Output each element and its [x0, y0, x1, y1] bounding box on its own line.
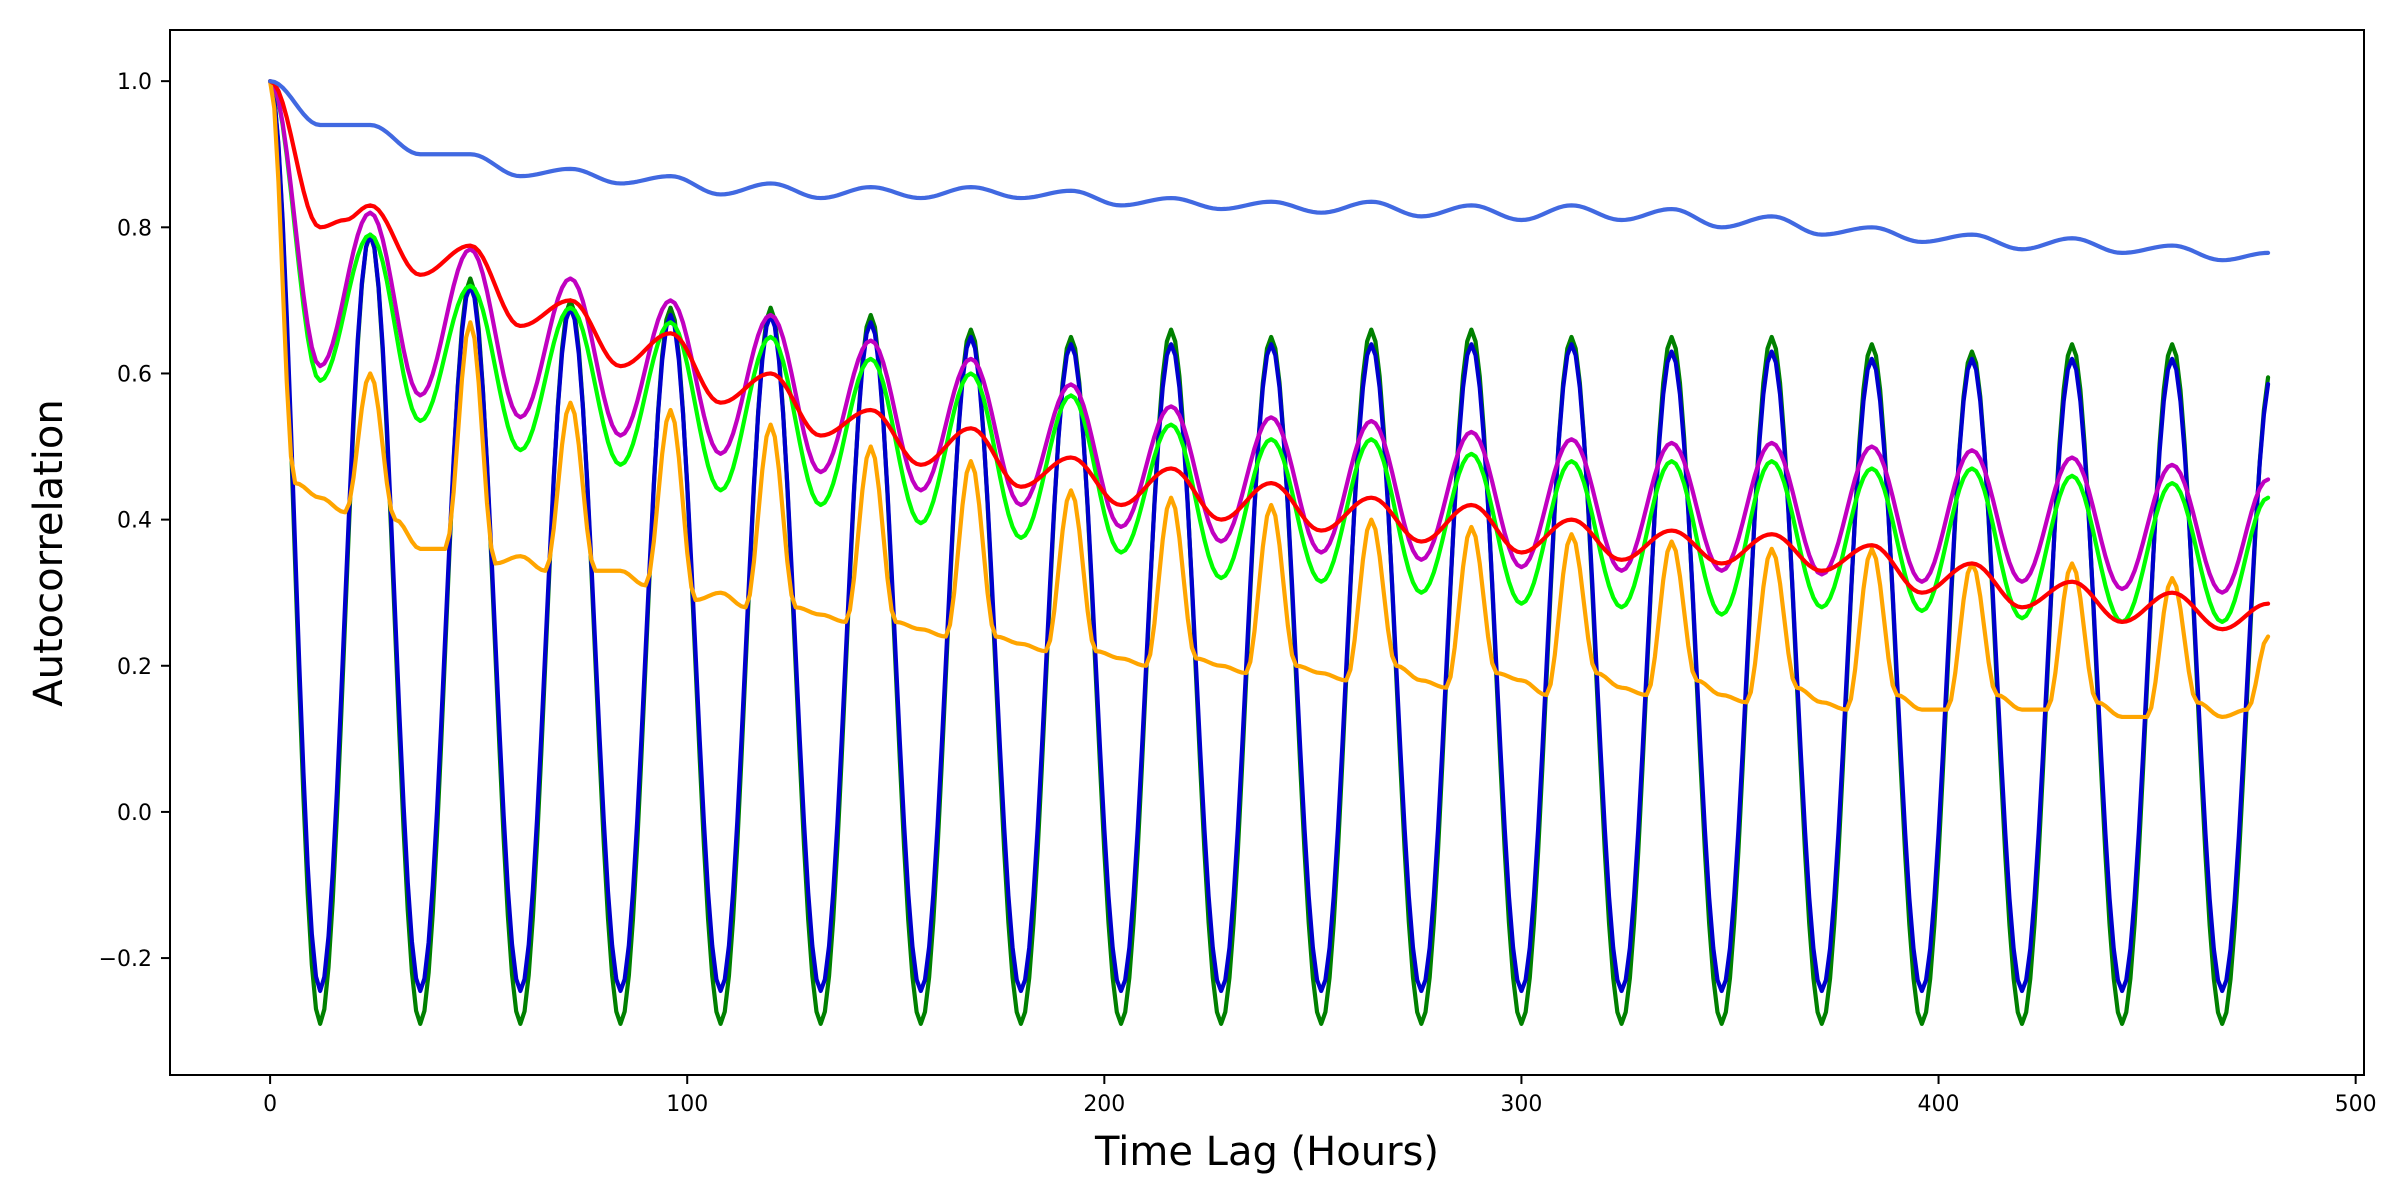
series-magenta: [268, 79, 2271, 595]
y-tick-label: 0.2: [117, 655, 152, 680]
y-tick-label: 1.0: [117, 70, 152, 95]
x-tick-label: 0: [263, 1092, 277, 1117]
series-orange: [268, 79, 2271, 720]
series-red: [268, 79, 2271, 632]
x-tick-label: 400: [1918, 1092, 1960, 1117]
series-layer: [268, 79, 2271, 1026]
y-tick-label: −0.2: [99, 947, 152, 972]
y-axis: −0.2 0.0 0.2 0.4 0.6 0.8 1.0: [99, 70, 170, 972]
series-royalblue: [268, 79, 2271, 263]
plot-frame: [169, 29, 2365, 1076]
y-tick-label: 0.4: [117, 509, 152, 534]
series-blue: [268, 79, 2271, 994]
x-axis: 0 100 200 300 400 500: [263, 1075, 2377, 1117]
x-tick-label: 200: [1083, 1092, 1125, 1117]
x-tick-label: 100: [666, 1092, 708, 1117]
x-axis-label: Time Lag (Hours): [1094, 1129, 1439, 1175]
y-axis-label: Autocorrelation: [26, 399, 72, 707]
y-tick-label: 0.8: [117, 216, 152, 241]
y-tick-label: 0.0: [117, 801, 152, 826]
x-tick-label: 300: [1500, 1092, 1542, 1117]
x-tick-label: 500: [2335, 1092, 2377, 1117]
y-tick-label: 0.6: [117, 362, 152, 387]
